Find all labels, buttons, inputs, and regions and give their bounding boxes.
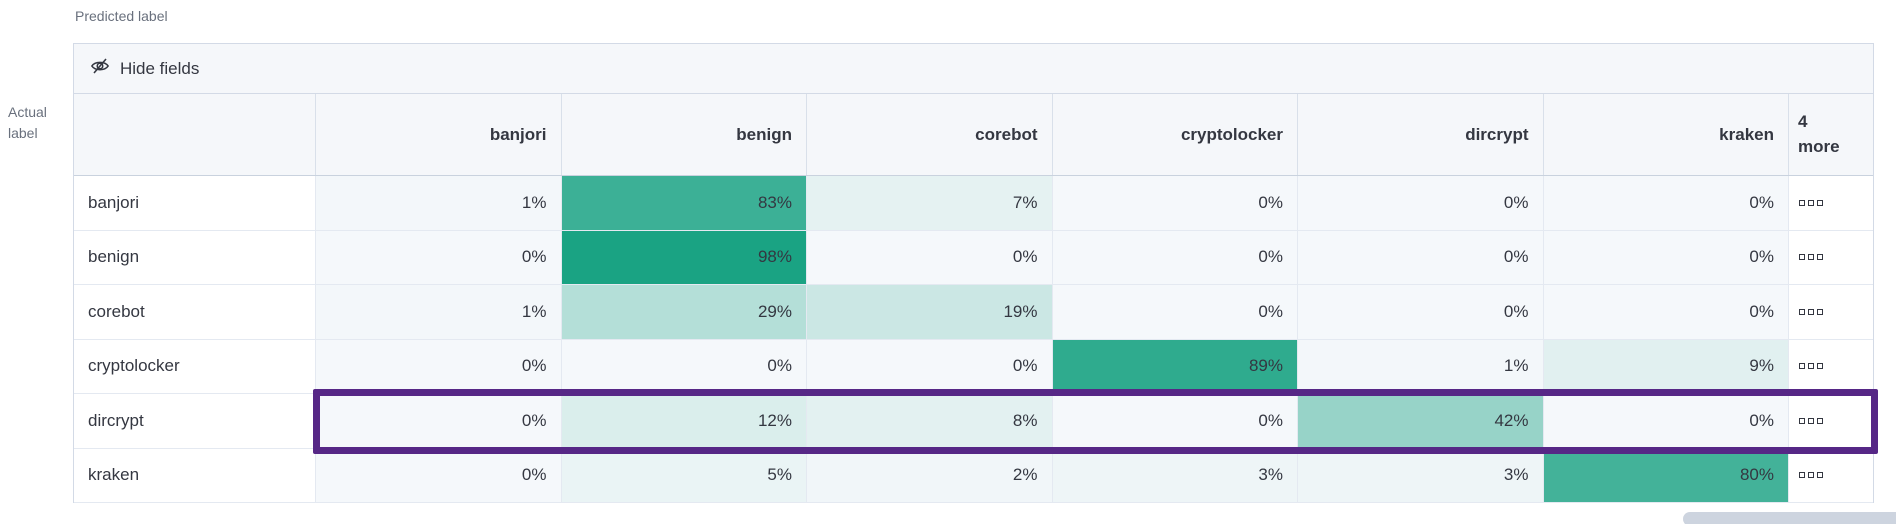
actual-axis-label-line1: Actual — [8, 104, 47, 120]
column-header-corebot[interactable]: corebot — [807, 94, 1053, 175]
cell-kraken-benign[interactable]: 5% — [561, 448, 807, 503]
cell-corebot-banjori[interactable]: 1% — [316, 285, 562, 340]
boxes-horizontal-icon — [1799, 417, 1823, 424]
cell-banjori-banjori[interactable]: 1% — [316, 176, 562, 231]
more-cells-button-dircrypt[interactable] — [1789, 394, 1873, 449]
cell-cryptolocker-cryptolocker[interactable]: 89% — [1052, 339, 1298, 394]
grid-toolbar: Hide fields — [74, 44, 1873, 94]
boxes-horizontal-icon — [1799, 254, 1823, 261]
matrix-rows: banjori 1% 83% 7% 0% 0% 0% benign 0% 98% 0% 0% 0% 0% c… — [74, 176, 1873, 503]
cell-banjori-cryptolocker[interactable]: 0% — [1052, 176, 1298, 231]
column-header-banjori[interactable]: banjori — [316, 94, 562, 175]
column-header-cryptolocker[interactable]: cryptolocker — [1053, 94, 1298, 175]
more-cells-button-kraken[interactable] — [1789, 448, 1873, 503]
more-columns-header[interactable]: 4 more — [1789, 94, 1873, 175]
cell-kraken-banjori[interactable]: 0% — [316, 448, 562, 503]
boxes-horizontal-icon — [1799, 472, 1823, 479]
cell-benign-banjori[interactable]: 0% — [316, 230, 562, 285]
data-grid-panel: Hide fields banjori benign corebot cryptolo… — [73, 43, 1878, 503]
cell-dircrypt-kraken[interactable]: 0% — [1543, 394, 1789, 449]
cell-corebot-corebot[interactable]: 19% — [807, 285, 1053, 340]
cell-dircrypt-benign[interactable]: 12% — [561, 394, 807, 449]
column-header-dircrypt[interactable]: dircrypt — [1298, 94, 1544, 175]
row-label-dircrypt[interactable]: dircrypt — [74, 394, 316, 449]
matrix-row-cryptolocker: cryptolocker 0% 0% 0% 89% 1% 9% — [74, 339, 1873, 394]
cell-benign-dircrypt[interactable]: 0% — [1298, 230, 1544, 285]
cell-cryptolocker-benign[interactable]: 0% — [561, 339, 807, 394]
more-cells-button-benign[interactable] — [1789, 230, 1873, 285]
cell-kraken-kraken[interactable]: 80% — [1543, 448, 1789, 503]
more-cells-button-banjori[interactable] — [1789, 176, 1873, 231]
predicted-axis-label: Predicted label — [75, 8, 168, 24]
cell-kraken-cryptolocker[interactable]: 3% — [1052, 448, 1298, 503]
more-cells-button-cryptolocker[interactable] — [1789, 339, 1873, 394]
boxes-horizontal-icon — [1799, 199, 1823, 206]
hide-fields-label: Hide fields — [120, 58, 200, 78]
cell-benign-cryptolocker[interactable]: 0% — [1052, 230, 1298, 285]
column-header-row: banjori benign corebot cryptolocker dircrypt… — [74, 94, 1873, 176]
matrix-row-benign: benign 0% 98% 0% 0% 0% 0% — [74, 230, 1873, 285]
cell-dircrypt-dircrypt[interactable]: 42% — [1298, 394, 1544, 449]
matrix-row-kraken: kraken 0% 5% 2% 3% 3% 80% — [74, 448, 1873, 503]
more-columns-word: more — [1798, 136, 1840, 156]
cell-cryptolocker-kraken[interactable]: 9% — [1543, 339, 1789, 394]
cell-cryptolocker-banjori[interactable]: 0% — [316, 339, 562, 394]
more-cells-button-corebot[interactable] — [1789, 285, 1873, 340]
corner-header-cell — [74, 94, 316, 175]
cell-cryptolocker-dircrypt[interactable]: 1% — [1298, 339, 1544, 394]
cell-kraken-corebot[interactable]: 2% — [807, 448, 1053, 503]
cell-corebot-benign[interactable]: 29% — [561, 285, 807, 340]
column-header-benign[interactable]: benign — [562, 94, 807, 175]
cell-banjori-kraken[interactable]: 0% — [1543, 176, 1789, 231]
boxes-horizontal-icon — [1799, 363, 1823, 370]
cell-banjori-corebot[interactable]: 7% — [807, 176, 1053, 231]
horizontal-scrollbar-thumb[interactable] — [1683, 512, 1896, 524]
cell-dircrypt-cryptolocker[interactable]: 0% — [1052, 394, 1298, 449]
actual-axis-label-line2: label — [8, 125, 38, 141]
matrix-row-corebot: corebot 1% 29% 19% 0% 0% 0% — [74, 285, 1873, 340]
row-label-banjori[interactable]: banjori — [74, 176, 316, 231]
cell-corebot-cryptolocker[interactable]: 0% — [1052, 285, 1298, 340]
cell-benign-benign[interactable]: 98% — [561, 230, 807, 285]
row-label-kraken[interactable]: kraken — [74, 448, 316, 503]
cell-benign-corebot[interactable]: 0% — [807, 230, 1053, 285]
cell-benign-kraken[interactable]: 0% — [1543, 230, 1789, 285]
row-label-corebot[interactable]: corebot — [74, 285, 316, 340]
matrix-row-dircrypt: dircrypt 0% 12% 8% 0% 42% 0% — [74, 394, 1873, 449]
matrix-row-banjori: banjori 1% 83% 7% 0% 0% 0% — [74, 176, 1873, 231]
boxes-horizontal-icon — [1799, 308, 1823, 315]
more-columns-count: 4 — [1798, 111, 1808, 131]
cell-dircrypt-banjori[interactable]: 0% — [316, 394, 562, 449]
eye-closed-icon — [90, 56, 110, 81]
cell-banjori-dircrypt[interactable]: 0% — [1298, 176, 1544, 231]
row-label-benign[interactable]: benign — [74, 230, 316, 285]
actual-axis-label: Actual label — [8, 102, 64, 144]
cell-cryptolocker-corebot[interactable]: 0% — [807, 339, 1053, 394]
hide-fields-button[interactable]: Hide fields — [90, 56, 199, 81]
cell-corebot-kraken[interactable]: 0% — [1543, 285, 1789, 340]
cell-banjori-benign[interactable]: 83% — [561, 176, 807, 231]
cell-dircrypt-corebot[interactable]: 8% — [807, 394, 1053, 449]
column-header-kraken[interactable]: kraken — [1544, 94, 1789, 175]
cell-kraken-dircrypt[interactable]: 3% — [1298, 448, 1544, 503]
row-label-cryptolocker[interactable]: cryptolocker — [74, 339, 316, 394]
cell-corebot-dircrypt[interactable]: 0% — [1298, 285, 1544, 340]
